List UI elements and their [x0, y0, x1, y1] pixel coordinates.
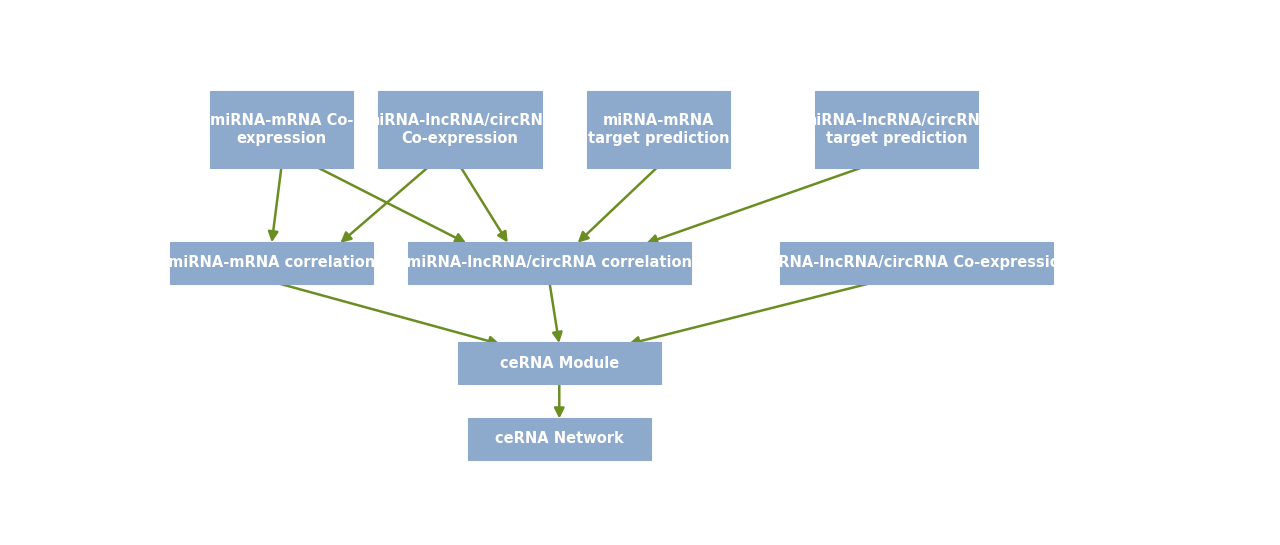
Text: ceRNA Module: ceRNA Module [499, 356, 620, 371]
Text: ceRNA Network: ceRNA Network [495, 432, 623, 446]
Text: miRNA-mRNA
target prediction: miRNA-mRNA target prediction [588, 113, 730, 146]
Text: miRNA-lncRNA/circRNA
Co-expression: miRNA-lncRNA/circRNA Co-expression [365, 113, 556, 146]
FancyBboxPatch shape [210, 90, 353, 168]
FancyBboxPatch shape [379, 90, 541, 168]
FancyBboxPatch shape [586, 90, 731, 168]
Text: miRNA-mRNA correlation: miRNA-mRNA correlation [168, 255, 375, 270]
Text: miRNA-lncRNA/circRNA
target prediction: miRNA-lncRNA/circRNA target prediction [801, 113, 992, 146]
FancyBboxPatch shape [815, 90, 978, 168]
Text: miRNA-lncRNA/circRNA correlation: miRNA-lncRNA/circRNA correlation [406, 255, 692, 270]
FancyBboxPatch shape [458, 342, 660, 384]
Text: miRNA-mRNA Co-
expression: miRNA-mRNA Co- expression [210, 113, 353, 146]
FancyBboxPatch shape [780, 241, 1053, 283]
FancyBboxPatch shape [170, 241, 374, 283]
FancyBboxPatch shape [467, 418, 652, 460]
FancyBboxPatch shape [408, 241, 691, 283]
Text: mRNA-lncRNA/circRNA Co-expression: mRNA-lncRNA/circRNA Co-expression [763, 255, 1070, 270]
